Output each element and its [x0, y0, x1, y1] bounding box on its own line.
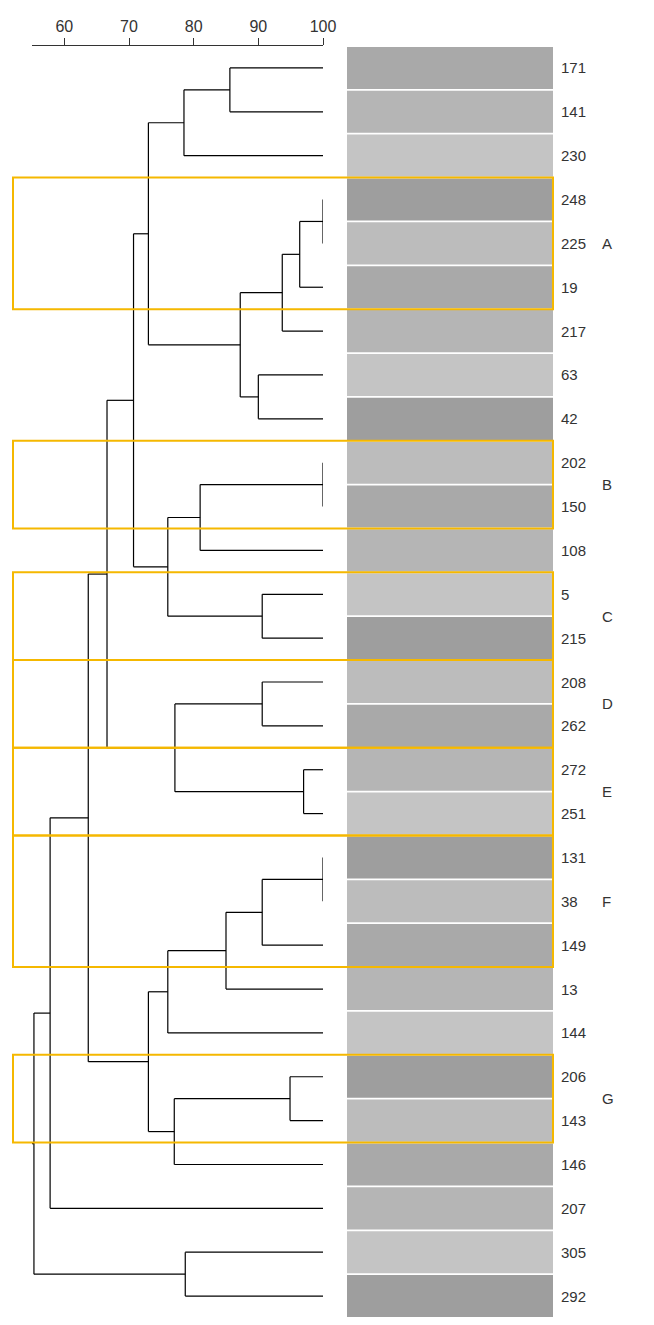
svg-text:141: 141	[561, 103, 586, 120]
svg-text:217: 217	[561, 323, 586, 340]
svg-text:202: 202	[561, 454, 586, 471]
svg-text:108: 108	[561, 542, 586, 559]
svg-text:13: 13	[561, 981, 578, 998]
svg-text:B: B	[602, 476, 612, 493]
svg-text:215: 215	[561, 630, 586, 647]
svg-text:70: 70	[120, 18, 138, 35]
svg-text:D: D	[602, 695, 613, 712]
svg-text:F: F	[602, 893, 611, 910]
svg-text:100: 100	[310, 18, 337, 35]
svg-text:63: 63	[561, 366, 578, 383]
svg-text:19: 19	[561, 279, 578, 296]
svg-text:225: 225	[561, 235, 586, 252]
svg-text:272: 272	[561, 761, 586, 778]
svg-text:208: 208	[561, 674, 586, 691]
svg-text:230: 230	[561, 147, 586, 164]
svg-text:90: 90	[249, 18, 267, 35]
svg-text:60: 60	[55, 18, 73, 35]
svg-text:G: G	[602, 1090, 614, 1107]
svg-text:5: 5	[561, 586, 569, 603]
svg-text:150: 150	[561, 498, 586, 515]
svg-text:305: 305	[561, 1244, 586, 1261]
svg-text:292: 292	[561, 1288, 586, 1305]
svg-text:131: 131	[561, 849, 586, 866]
svg-text:146: 146	[561, 1156, 586, 1173]
svg-text:251: 251	[561, 805, 586, 822]
svg-text:207: 207	[561, 1200, 586, 1217]
svg-text:A: A	[602, 235, 612, 252]
svg-text:149: 149	[561, 937, 586, 954]
svg-text:C: C	[602, 608, 613, 625]
svg-text:206: 206	[561, 1068, 586, 1085]
svg-text:171: 171	[561, 59, 586, 76]
svg-text:248: 248	[561, 191, 586, 208]
svg-text:143: 143	[561, 1112, 586, 1129]
svg-text:80: 80	[185, 18, 203, 35]
svg-text:38: 38	[561, 893, 578, 910]
svg-text:144: 144	[561, 1024, 586, 1041]
svg-text:42: 42	[561, 410, 578, 427]
svg-text:E: E	[602, 783, 612, 800]
svg-text:262: 262	[561, 717, 586, 734]
